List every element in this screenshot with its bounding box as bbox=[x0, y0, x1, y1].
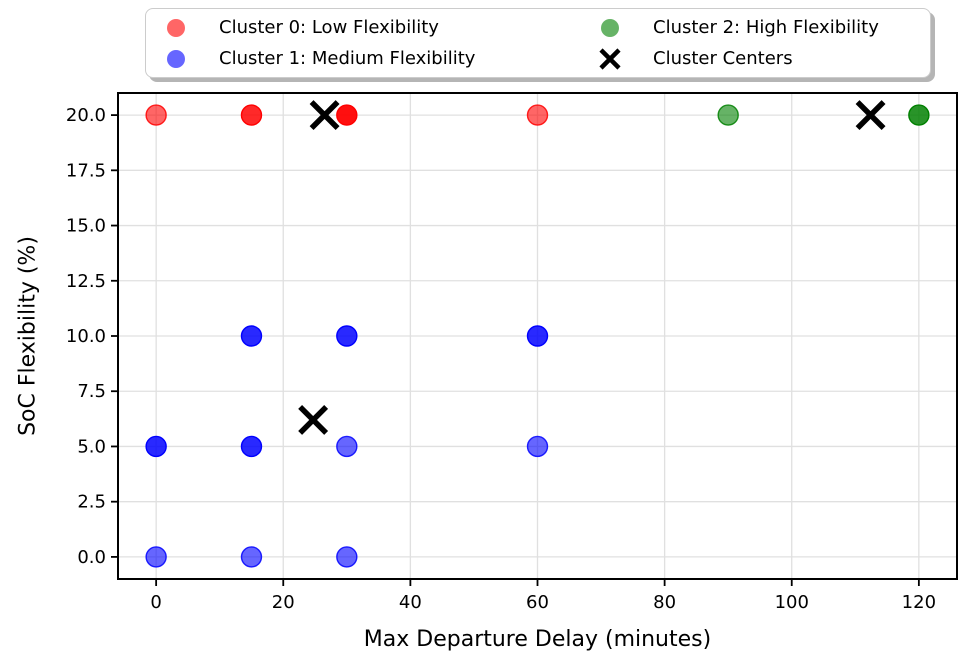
scatter-point bbox=[526, 435, 549, 458]
cluster-center-marker bbox=[855, 100, 886, 131]
scatter-point bbox=[336, 546, 358, 568]
x-tick-label: 20 bbox=[272, 592, 295, 613]
legend-label-cluster-0: Cluster 0: Low Flexibility bbox=[219, 16, 439, 38]
y-tick-label: 7.5 bbox=[77, 381, 106, 402]
cluster-1-marker-icon bbox=[167, 49, 185, 68]
y-tick-label: 5.0 bbox=[77, 436, 106, 457]
x-tick-label: 60 bbox=[526, 592, 549, 613]
scatter-point bbox=[240, 325, 263, 347]
cluster-centers-x-marker-icon bbox=[599, 47, 621, 70]
cluster-0-marker-icon bbox=[167, 18, 185, 37]
legend: Cluster 0: Low Flexibility Cluster 2: Hi… bbox=[145, 8, 931, 78]
legend-item-cluster-0: Cluster 0: Low Flexibility bbox=[167, 12, 601, 43]
legend-item-cluster-1: Cluster 1: Medium Flexibility bbox=[167, 43, 601, 74]
y-tick-label: 20.0 bbox=[66, 105, 106, 126]
scatter-point bbox=[717, 104, 739, 126]
y-tick-label: 10.0 bbox=[66, 326, 106, 347]
scatter-point bbox=[145, 546, 167, 568]
scatter-point bbox=[336, 435, 358, 458]
x-tick-label: 120 bbox=[902, 592, 936, 613]
y-tick-label: 15.0 bbox=[66, 216, 106, 237]
x-axis-label: Max Departure Delay (minutes) bbox=[363, 627, 712, 652]
legend-label-cluster-1: Cluster 1: Medium Flexibility bbox=[219, 47, 476, 69]
scatter-point bbox=[336, 104, 358, 126]
legend-label-cluster-centers: Cluster Centers bbox=[653, 47, 793, 69]
scatter-point bbox=[240, 104, 263, 126]
scatter-point bbox=[526, 325, 549, 347]
x-tick-label: 80 bbox=[653, 592, 676, 613]
legend-item-cluster-2: Cluster 2: High Flexibility bbox=[601, 12, 930, 43]
x-tick-label: 0 bbox=[150, 592, 161, 613]
x-tick-label: 100 bbox=[775, 592, 809, 613]
cluster-center-marker bbox=[309, 100, 340, 131]
scatter-point bbox=[240, 435, 263, 458]
scatter-point bbox=[240, 546, 263, 568]
legend-label-cluster-2: Cluster 2: High Flexibility bbox=[653, 16, 879, 38]
scatter-point bbox=[145, 435, 167, 458]
plot-frame bbox=[117, 92, 958, 580]
scatter-point bbox=[908, 104, 930, 126]
scatter-point bbox=[336, 325, 358, 347]
y-tick-label: 2.5 bbox=[77, 492, 106, 513]
legend-item-cluster-centers: Cluster Centers bbox=[599, 43, 930, 74]
y-tick-label: 17.5 bbox=[66, 160, 106, 181]
cluster-center-marker bbox=[298, 405, 329, 435]
y-tick-label: 0.0 bbox=[77, 547, 106, 568]
cluster-2-marker-icon bbox=[601, 18, 619, 37]
y-axis-label: SoC Flexibility (%) bbox=[15, 236, 41, 436]
x-tick-label: 40 bbox=[399, 592, 422, 613]
scatter-point bbox=[526, 104, 549, 126]
scatter-point bbox=[145, 104, 167, 126]
y-tick-label: 12.5 bbox=[66, 271, 106, 292]
